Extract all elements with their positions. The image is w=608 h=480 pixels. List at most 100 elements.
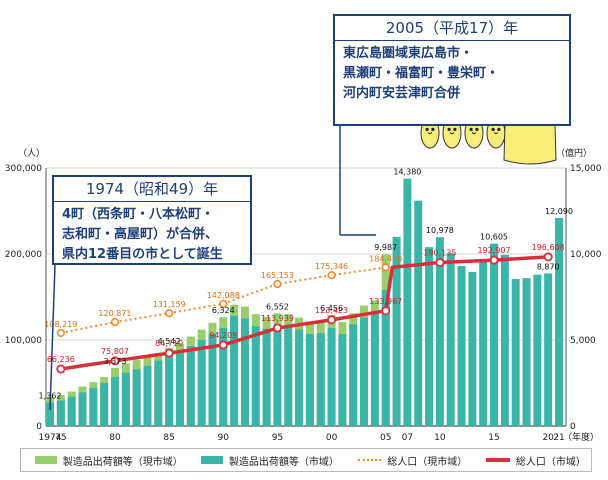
small-mascot-eye bbox=[469, 127, 473, 131]
callout-1974-pointer bbox=[49, 264, 56, 411]
bar-manufacturing-city bbox=[370, 311, 379, 426]
x-tick-label: 75 bbox=[55, 433, 66, 443]
axes: 0 100,000 200,000 300,000 0 5,000 10,000 15,000… bbox=[5, 147, 602, 443]
right-axis-tick-label: 10,000 bbox=[570, 250, 602, 260]
right-axis-tick-label: 15,000 bbox=[570, 164, 602, 174]
bar-manufacturing-city bbox=[121, 372, 130, 426]
bar-manufacturing-city bbox=[284, 327, 293, 426]
population-city-label: 133,967 bbox=[369, 297, 402, 306]
right-axis-unit: （億円） bbox=[556, 147, 592, 159]
x-tick-label: 80 bbox=[109, 433, 121, 443]
population-lines bbox=[56, 252, 553, 374]
bar-manufacturing-city bbox=[165, 355, 174, 426]
bar-value-label: 6,552 bbox=[266, 302, 289, 311]
point-population-city bbox=[435, 257, 445, 267]
small-mascot-eye bbox=[497, 127, 501, 131]
left-axis-unit: （人） bbox=[18, 148, 45, 159]
population-city-label: 66,236 bbox=[47, 355, 75, 364]
population-city-label: 123,423 bbox=[315, 306, 348, 315]
population-city-label: 75,807 bbox=[101, 347, 129, 356]
population-current-label: 142,088 bbox=[207, 291, 240, 300]
bar-manufacturing-city bbox=[522, 278, 531, 426]
bar-value-label: 6,324 bbox=[212, 306, 235, 315]
legend-item-manufacturing-city: 製造品出荷額等（市域） bbox=[201, 453, 339, 468]
bar-value-label: 4,542 bbox=[158, 337, 181, 346]
point-population-city bbox=[56, 364, 66, 374]
small-mascot-eye bbox=[431, 127, 435, 131]
x-tick-label: 05 bbox=[380, 433, 391, 443]
point-population-city bbox=[164, 348, 174, 358]
legend-swatch bbox=[35, 456, 57, 464]
data-labels: 1,3623,3734,5426,3246,5526,4569,98714,38… bbox=[39, 126, 573, 411]
x-tick-label: 21 bbox=[553, 433, 564, 443]
population-city-label: 196,608 bbox=[532, 243, 565, 252]
legend-label: 製造品出荷額等（市域） bbox=[228, 456, 339, 468]
bar-value-label: 10,605 bbox=[480, 233, 508, 242]
point-population-city bbox=[272, 323, 282, 333]
bar-manufacturing-city bbox=[295, 329, 304, 426]
bar-manufacturing-city bbox=[154, 360, 163, 426]
bar-manufacturing-city bbox=[262, 328, 271, 426]
bar-manufacturing-city bbox=[392, 236, 401, 426]
bar-value-label: 14,380 bbox=[393, 168, 421, 177]
small-mascot-eye bbox=[453, 127, 457, 131]
point-population-current bbox=[327, 271, 336, 280]
bar-manufacturing-city bbox=[78, 392, 87, 426]
population-current-label: 131,159 bbox=[153, 300, 186, 309]
small-mascot-mouth bbox=[427, 132, 433, 135]
bar-manufacturing-city bbox=[175, 352, 184, 426]
bar-manufacturing-city bbox=[46, 402, 54, 426]
bar-manufacturing-city bbox=[414, 200, 423, 426]
x-tick-label: 95 bbox=[272, 433, 283, 443]
bar-manufacturing-city bbox=[446, 253, 455, 426]
bar-manufacturing-city bbox=[425, 247, 434, 426]
bar-manufacturing-city bbox=[110, 376, 119, 426]
bar-manufacturing-city bbox=[197, 340, 206, 426]
callout-2005-title: 2005（平成17）年 bbox=[335, 16, 569, 41]
population-city-label: 190,135 bbox=[423, 248, 456, 257]
bar-manufacturing-city bbox=[403, 178, 412, 426]
x-tick-label: 10 bbox=[434, 433, 446, 443]
bar-manufacturing-city bbox=[143, 365, 152, 426]
legend-swatch bbox=[357, 459, 382, 461]
bar-manufacturing-city bbox=[219, 327, 228, 426]
bar-manufacturing-city bbox=[186, 346, 195, 426]
bar-value-label: 10,978 bbox=[426, 226, 454, 235]
x-tick-label: 20 bbox=[542, 433, 554, 443]
bar-value-label: 8,870 bbox=[537, 262, 560, 271]
point-population-current bbox=[56, 328, 65, 338]
point-population-city bbox=[327, 315, 337, 325]
bar-manufacturing-city bbox=[500, 254, 509, 426]
point-population-current bbox=[165, 309, 174, 318]
legend-label: 総人口（市域） bbox=[515, 456, 586, 468]
population-city-label: 94,209 bbox=[209, 331, 237, 340]
bar-value-label: 6,456 bbox=[320, 304, 343, 313]
legend-label: 製造品出荷額等（現市域） bbox=[62, 456, 183, 468]
legend-item-population-city: 総人口（市域） bbox=[486, 453, 586, 468]
bar-manufacturing-city bbox=[544, 273, 553, 426]
legend-item-manufacturing-current: 製造品出荷額等（現市域） bbox=[35, 453, 183, 468]
population-current-label: 108,219 bbox=[44, 320, 77, 329]
left-axis-tick-label: 100,000 bbox=[5, 336, 42, 346]
bar-manufacturing-city bbox=[251, 326, 260, 426]
callout-1974-body: 4町（西条町・八本松町・ 志和町・高屋町）が合併、 県内12番目の市として誕生 bbox=[62, 207, 223, 262]
legend-label: 総人口（現市域） bbox=[387, 456, 468, 468]
population-city-label: 84,710 bbox=[155, 339, 183, 348]
small-mascot-eye bbox=[425, 127, 429, 131]
bar-manufacturing-city bbox=[230, 315, 239, 426]
bar-manufacturing-city bbox=[490, 243, 499, 426]
bar-manufacturing-city bbox=[468, 272, 477, 426]
point-population-current bbox=[273, 279, 282, 289]
point-population-current bbox=[219, 299, 228, 308]
small-mascot-eye bbox=[447, 127, 451, 131]
x-tick-label: 85 bbox=[163, 433, 174, 443]
small-mascot-mouth bbox=[471, 132, 477, 135]
small-mascot-eye bbox=[475, 127, 479, 131]
point-population-current bbox=[110, 317, 120, 327]
x-axis-suffix: （年度） bbox=[563, 431, 599, 443]
bar-manufacturing-city bbox=[555, 218, 564, 426]
x-tick-label: 90 bbox=[218, 433, 230, 443]
legend-item-population-current: 総人口（現市域） bbox=[357, 453, 468, 468]
point-population-city bbox=[489, 255, 499, 265]
bar-manufacturing-city bbox=[511, 278, 520, 426]
